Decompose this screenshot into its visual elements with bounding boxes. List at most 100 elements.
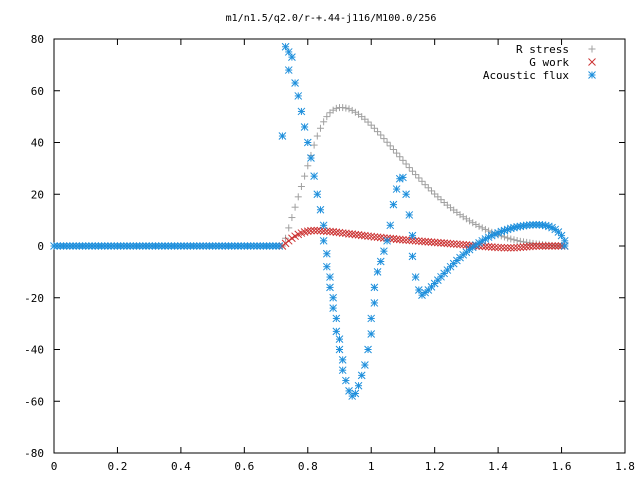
data-point	[399, 235, 407, 244]
data-point	[313, 132, 321, 140]
x-tick-label: 0.8	[298, 460, 318, 473]
data-point	[421, 237, 430, 246]
data-point	[541, 242, 550, 250]
data-point	[434, 193, 442, 201]
data-point	[319, 227, 328, 235]
data-point	[326, 227, 334, 236]
data-point	[377, 131, 385, 139]
data-point	[278, 132, 287, 140]
data-point	[300, 228, 309, 236]
data-point	[281, 42, 290, 51]
x-axis: 0 0.2 0.4 0.6 0.8 1 1.2 1.4 1.6 1.8	[51, 39, 635, 473]
data-point	[376, 233, 385, 242]
data-point	[405, 236, 414, 245]
data-point	[389, 200, 398, 209]
y-tick-label: 60	[31, 85, 44, 98]
data-point	[433, 238, 442, 247]
x-tick-label: 1.6	[552, 460, 572, 473]
data-point	[456, 240, 464, 249]
data-point	[402, 190, 410, 199]
data-point	[386, 142, 394, 150]
data-point	[326, 273, 334, 281]
series-layer	[50, 42, 569, 400]
data-point	[303, 138, 312, 147]
data-point	[335, 228, 344, 237]
data-point	[395, 235, 404, 244]
data-point	[322, 249, 331, 258]
data-point	[523, 238, 531, 246]
data-point	[414, 237, 423, 245]
data-point	[300, 123, 309, 131]
data-point	[504, 234, 512, 242]
data-point	[453, 240, 461, 249]
data-point	[329, 227, 338, 236]
data-point	[313, 226, 322, 235]
y-tick-label: 40	[31, 137, 44, 150]
data-point	[338, 366, 347, 375]
data-point	[389, 234, 398, 243]
data-point	[297, 107, 306, 116]
series-acoustic-flux	[50, 42, 569, 400]
data-point	[408, 252, 417, 261]
data-point	[319, 221, 328, 230]
legend-label: Acoustic flux	[483, 69, 569, 82]
y-tick-label: -60	[24, 395, 44, 408]
data-point	[399, 173, 407, 182]
data-point	[307, 154, 315, 162]
data-point	[392, 185, 401, 193]
data-point	[291, 203, 299, 211]
y-tick-label: 80	[31, 33, 44, 46]
data-point	[462, 241, 471, 249]
data-point	[418, 237, 426, 246]
data-point	[383, 138, 391, 146]
data-point	[367, 314, 376, 323]
data-point	[345, 105, 353, 113]
data-point	[367, 121, 375, 129]
data-point	[393, 149, 401, 157]
data-point	[405, 164, 413, 172]
data-point	[560, 242, 569, 250]
data-point	[348, 230, 357, 238]
x-tick-label: 1.4	[488, 460, 508, 473]
data-point	[288, 214, 296, 222]
data-point	[389, 145, 397, 153]
data-point	[437, 196, 445, 204]
data-point	[361, 361, 369, 369]
data-point	[513, 237, 521, 245]
data-point	[316, 124, 324, 132]
data-point	[510, 243, 518, 252]
data-point	[440, 239, 449, 248]
data-point	[332, 104, 340, 112]
data-point	[313, 190, 322, 199]
data-point	[500, 243, 509, 252]
data-point	[466, 217, 474, 225]
data-point	[506, 243, 515, 252]
data-point	[411, 273, 420, 281]
data-point	[329, 304, 338, 312]
data-point	[351, 230, 360, 239]
data-point	[288, 53, 296, 61]
y-tick-label: -80	[24, 447, 44, 460]
data-point	[338, 229, 347, 237]
data-point	[411, 236, 420, 245]
legend-marker	[588, 45, 596, 53]
x-tick-label: 1.2	[425, 460, 445, 473]
data-point	[532, 242, 541, 250]
data-point	[361, 231, 369, 240]
x-tick-label: 0.6	[234, 460, 254, 473]
data-point	[338, 355, 347, 364]
data-point	[418, 177, 426, 185]
data-point	[323, 113, 331, 121]
data-point	[332, 228, 341, 237]
data-point	[370, 233, 379, 241]
data-point	[475, 222, 483, 230]
data-point	[341, 376, 350, 385]
data-point	[322, 262, 331, 271]
data-point	[516, 243, 525, 252]
data-point	[392, 235, 401, 244]
data-point	[322, 227, 331, 236]
data-point	[469, 219, 477, 227]
data-point	[335, 345, 344, 354]
data-point	[357, 371, 366, 380]
